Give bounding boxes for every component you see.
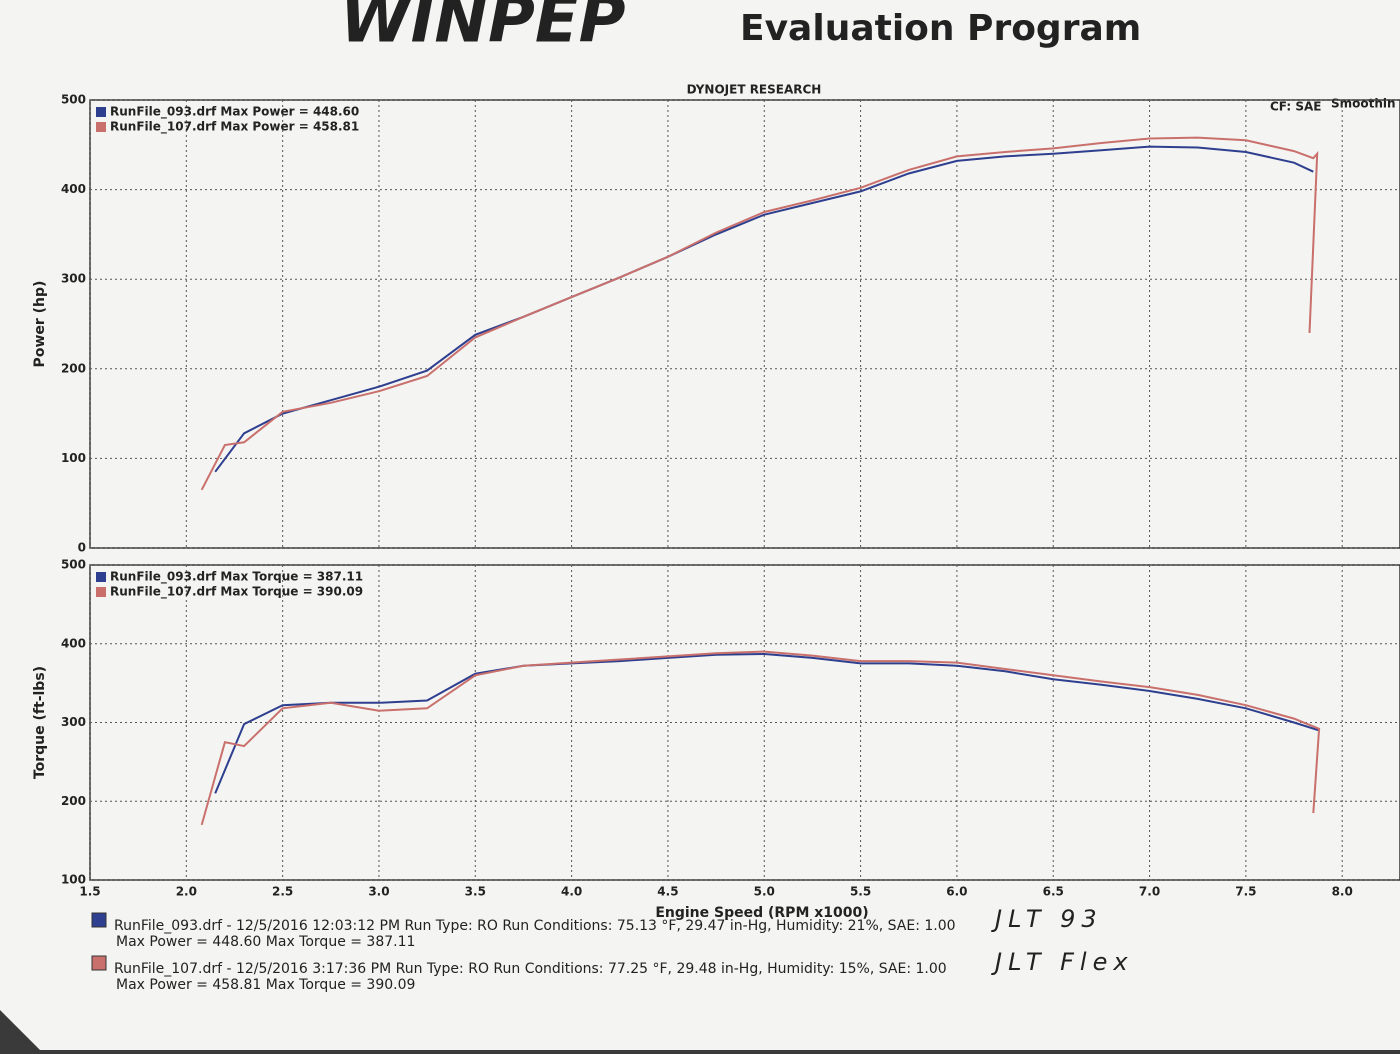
x-tick-label: 4.5 — [657, 885, 678, 899]
series-line — [200, 650, 1321, 826]
y-tick-label: 200 — [61, 361, 86, 375]
y-tick-label: 200 — [61, 794, 86, 808]
legend-entry: RunFile_093.drf Max Torque = 387.11 — [110, 570, 363, 585]
legend-swatch — [96, 107, 106, 117]
logo: WINPEP — [340, 0, 626, 58]
y-tick-label: 500 — [61, 93, 86, 107]
legend-swatch — [96, 122, 106, 132]
y-tick-label: 400 — [61, 182, 86, 196]
x-tick-label: 1.5 — [79, 885, 100, 899]
x-tick-label: 7.5 — [1235, 885, 1256, 899]
handwritten-note: JLT Flex — [991, 948, 1134, 976]
series-line — [214, 145, 1314, 473]
run-max: Max Power = 448.60 Max Torque = 387.11 — [116, 934, 415, 950]
x-tick-label: 7.0 — [1139, 885, 1160, 899]
y-tick-label: 300 — [61, 715, 86, 729]
handwritten-note: JLT 93 — [991, 905, 1103, 933]
x-axis-label: Engine Speed (RPM x1000) — [655, 905, 868, 921]
run-swatch — [91, 955, 107, 971]
y-axis-label: Torque (ft-lbs) — [32, 666, 48, 779]
correction: CF: SAE — [1270, 100, 1321, 114]
legend-swatch — [96, 587, 106, 597]
series-line — [214, 652, 1320, 794]
y-tick-label: 0 — [78, 541, 86, 555]
x-tick-label: 3.5 — [465, 885, 486, 899]
x-tick-label: 8.0 — [1332, 885, 1353, 899]
x-tick-label: 6.5 — [1043, 885, 1064, 899]
smoothing: Smoothin — [1331, 97, 1396, 111]
footer: RunFile_093.drf - 12/5/2016 12:03:12 PM … — [91, 905, 1134, 993]
run-swatch — [91, 912, 107, 928]
run-info: RunFile_107.drf - 12/5/2016 3:17:36 PM R… — [114, 961, 947, 977]
x-tick-label: 2.0 — [176, 885, 197, 899]
legend-swatch — [96, 572, 106, 582]
y-tick-label: 100 — [61, 873, 86, 887]
y-tick-label: 500 — [61, 558, 86, 572]
x-tick-label: 6.0 — [946, 885, 967, 899]
series-line — [200, 136, 1319, 491]
legend-entry: RunFile_107.drf Max Power = 458.81 — [110, 120, 359, 135]
y-tick-label: 300 — [61, 272, 86, 286]
company: DYNOJET RESEARCH — [687, 83, 822, 97]
x-tick-label: 2.5 — [272, 885, 293, 899]
legend-entry: RunFile_093.drf Max Power = 448.60 — [110, 105, 359, 120]
run-max: Max Power = 458.81 Max Torque = 390.09 — [116, 977, 415, 993]
y-tick-label: 100 — [61, 451, 86, 465]
legend-entry: RunFile_107.drf Max Torque = 390.09 — [110, 585, 363, 600]
x-tick-label: 5.0 — [754, 885, 775, 899]
y-tick-label: 400 — [61, 636, 86, 650]
x-tick-label: 5.5 — [850, 885, 871, 899]
run-info: RunFile_093.drf - 12/5/2016 12:03:12 PM … — [114, 918, 956, 934]
header-subtitle: Evaluation Program — [740, 8, 1141, 49]
y-axis-label: Power (hp) — [32, 281, 48, 368]
x-tick-label: 4.0 — [561, 885, 582, 899]
x-tick-label: 3.0 — [368, 885, 389, 899]
